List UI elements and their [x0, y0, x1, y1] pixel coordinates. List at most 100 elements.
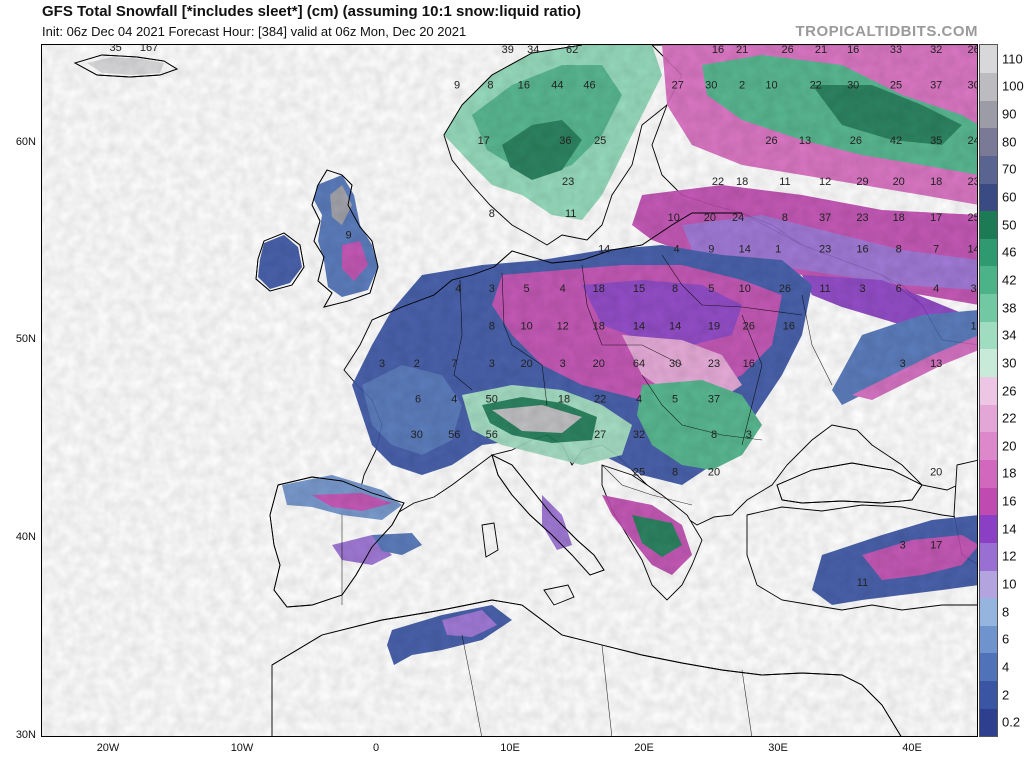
colorbar-level-label: 4: [1002, 659, 1010, 675]
colorbar-level-label: 30: [1002, 355, 1017, 371]
snowfall-value-label: 18: [593, 283, 605, 295]
snowfall-value-label: 26: [850, 135, 862, 147]
colorbar-level-label: 70: [1002, 161, 1017, 177]
colorbar-level-label: 34: [1002, 327, 1017, 343]
snowfall-value-label: 23: [562, 176, 574, 188]
snowfall-value-label: 21: [815, 45, 827, 56]
colorbar-level-label: 90: [1002, 106, 1017, 122]
lon-tick-30e: 30E: [768, 742, 788, 754]
snowfall-value-label: 4: [560, 283, 566, 295]
snowfall-value-label: 3: [900, 540, 906, 552]
colorbar-swatch: [980, 127, 997, 156]
snowfall-value-label: 20: [704, 212, 716, 224]
colorbar-level-label: 100: [1002, 78, 1024, 94]
snowfall-value-label: 10: [765, 80, 777, 92]
snowfall-value-label: 18: [558, 393, 570, 405]
colorbar-level-label: 26: [1002, 383, 1017, 398]
run-info: Init: 06z Dec 04 2021 Forecast Hour: [38…: [42, 24, 467, 39]
snowfall-value-label: 11: [565, 208, 576, 220]
snowfall-value-label: 7: [451, 358, 457, 370]
brand-watermark: TROPICALTIDBITS.COM: [795, 23, 978, 40]
snowfall-value-label: 16: [518, 80, 530, 92]
snowfall-value-label: 16: [847, 45, 859, 56]
snowfall-value-label: 14: [633, 320, 645, 332]
colorbar-swatch: [980, 321, 997, 350]
snowfall-value-label: 17: [930, 212, 942, 224]
snowfall-value-label: 18: [930, 176, 942, 188]
snowfall-value-label: 37: [819, 212, 831, 224]
country-borders: [341, 254, 833, 736]
snowfall-value-label: 35: [930, 135, 942, 147]
snowfall-value-label: 20: [708, 467, 720, 479]
snowfall-value-label: 26: [781, 45, 793, 56]
snowfall-value-label: 39: [502, 45, 514, 56]
colorbar-level-label: 10: [1002, 576, 1017, 592]
colorbar-level-label: 0.2: [1002, 714, 1021, 730]
lon-tick-20w: 20W: [96, 742, 120, 754]
snowfall-value-label: 29: [856, 176, 868, 188]
colorbar: [979, 44, 998, 737]
snowfall-value-label: 19: [708, 320, 720, 332]
snowfall-value-label: 25: [594, 135, 606, 147]
snowfall-value-label: 16: [712, 45, 724, 56]
colorbar-swatch: [980, 266, 997, 295]
snowfall-value-label: 14: [967, 243, 978, 255]
snowfall-value-label: 50: [486, 393, 498, 405]
colorbar-level-label: 110: [1002, 51, 1023, 67]
colorbar-level-label: 20: [1002, 438, 1017, 454]
snowfall-value-label: 9: [454, 80, 460, 92]
snowfall-value-label: 6: [896, 283, 902, 295]
colorbar-swatch: [980, 514, 997, 543]
snowfall-value-label: 11: [857, 577, 868, 589]
lat-tick-30n: 30N: [15, 729, 36, 741]
colorbar-swatch: [980, 680, 997, 709]
snowfall-value-label: 24: [967, 135, 978, 147]
snowfall-value-label: 18: [893, 212, 905, 224]
colorbar-swatch: [980, 376, 997, 405]
colorbar-swatch: [980, 431, 997, 460]
snowfall-value-label: 11: [779, 176, 790, 188]
colorbar-swatch: [980, 183, 997, 212]
colorbar-swatch: [980, 708, 997, 737]
colorbar-swatch: [980, 542, 997, 571]
snowfall-value-label: 11: [819, 283, 830, 295]
colorbar-swatch: [980, 100, 997, 129]
colorbar-swatch: [980, 238, 997, 267]
lon-tick-0: 0: [372, 742, 380, 754]
snowfall-value-label: 20: [520, 358, 532, 370]
snowfall-value-label: 15: [633, 283, 645, 295]
colorbar-swatch: [980, 210, 997, 239]
snowfall-value-label: 10: [520, 320, 532, 332]
snowfall-value-label: 26: [967, 45, 978, 56]
snowfall-value-label: 30: [847, 80, 859, 92]
snowfall-value-label: 27: [672, 80, 684, 92]
snowfall-value-label: 26: [743, 320, 755, 332]
snowfall-value-label: 18: [736, 176, 748, 188]
colorbar-swatch: [980, 570, 997, 599]
snowfall-value-label: 30: [411, 429, 423, 441]
snowfall-value-label: 3: [560, 358, 566, 370]
snowfall-map[interactable]: 35 167 39 34 62 16 21 26 21 16 33 32 26 9 8 16 44 46 27 30 2…: [41, 44, 978, 737]
lon-tick-20e: 20E: [634, 742, 654, 754]
snowfall-value-label: 23: [708, 358, 720, 370]
colorbar-level-label: 50: [1002, 217, 1017, 233]
snowfall-value-label: 44: [551, 80, 563, 92]
snowfall-value-label: 5: [708, 283, 714, 295]
snowfall-value-label: 6: [415, 393, 421, 405]
snowfall-value-label: 37: [930, 80, 942, 92]
snowfall-value-label: 16: [783, 320, 795, 332]
snowfall-value-label: 1: [971, 320, 977, 332]
colorbar-level-label: 8: [1002, 604, 1010, 620]
snowfall-value-label: 30: [967, 80, 978, 92]
snowfall-value-label: 4: [933, 283, 939, 295]
snowfall-value-label: 8: [672, 283, 678, 295]
snowfall-value-label: 13: [799, 135, 811, 147]
snowfall-value-label: 5: [672, 393, 678, 405]
snowfall-value-label: 16: [856, 243, 868, 255]
snowfall-value-label: 32: [930, 45, 942, 56]
colorbar-level-label: 14: [1002, 521, 1017, 537]
snowfall-value-label: 5: [524, 283, 530, 295]
lat-tick-60n: 60N: [15, 136, 36, 148]
snowfall-value-label: 56: [448, 429, 460, 441]
colorbar-level-label: 80: [1002, 134, 1017, 150]
